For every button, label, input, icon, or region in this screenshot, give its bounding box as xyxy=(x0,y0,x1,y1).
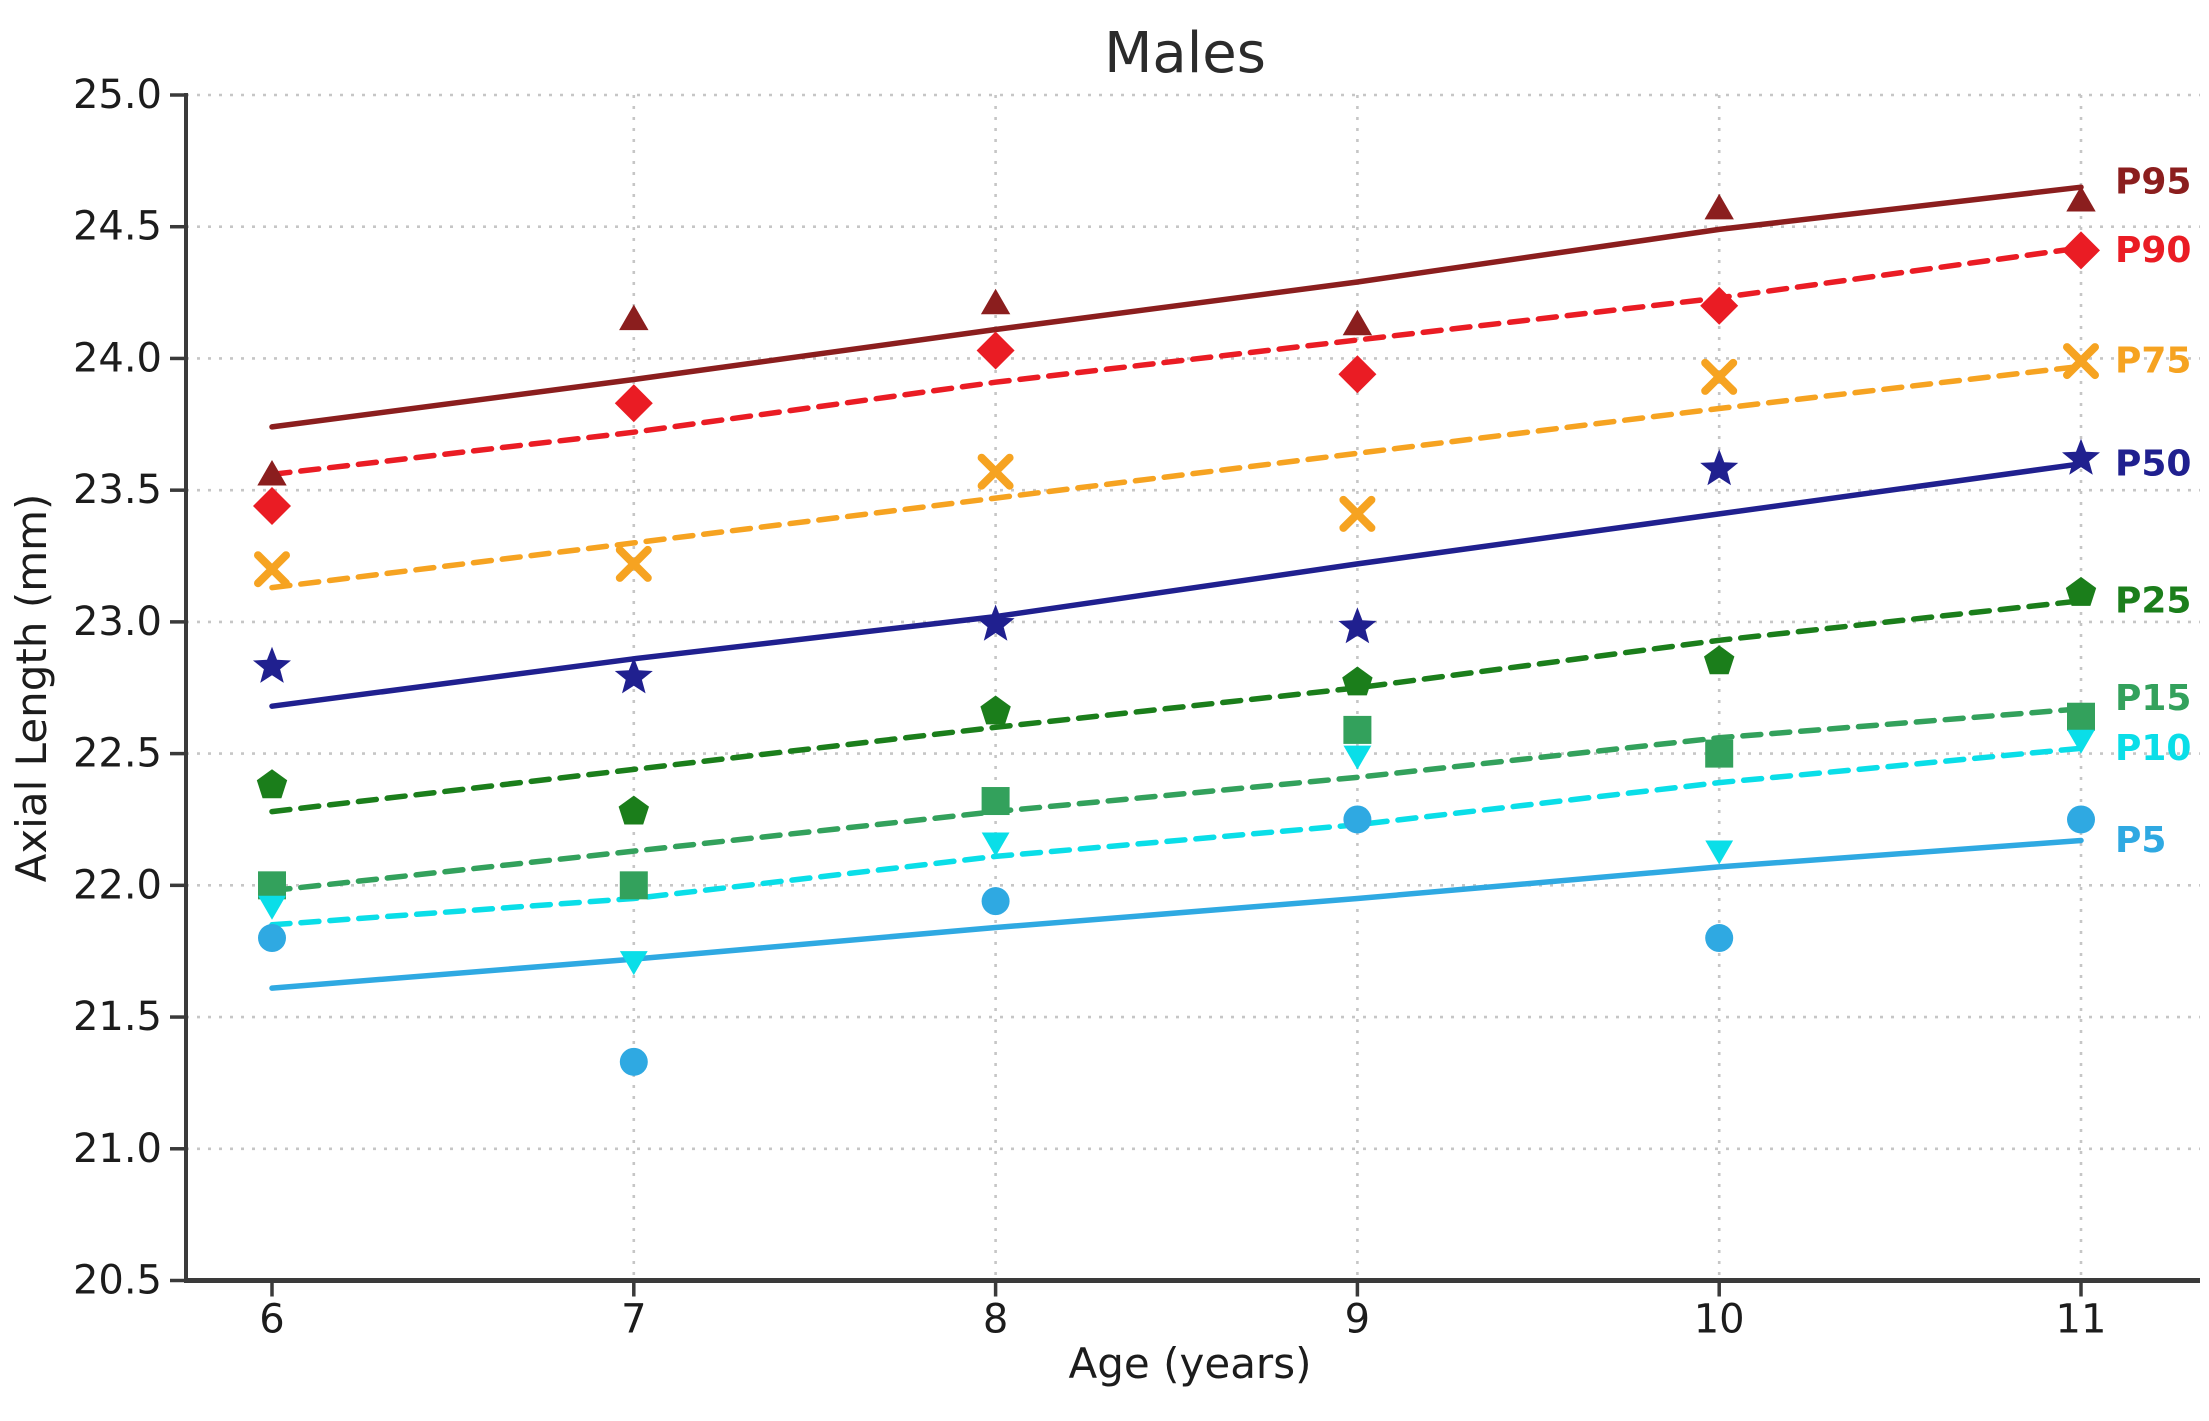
marker-p50 xyxy=(614,657,653,694)
trend-line-p25 xyxy=(269,598,2084,815)
x-axis-label: Age (years) xyxy=(1069,1339,1312,1388)
marker-p90 xyxy=(1700,286,1739,325)
y-tick-label: 22.0 xyxy=(73,862,162,908)
marker-p50 xyxy=(976,604,1015,641)
marker-p15 xyxy=(619,871,648,900)
y-tick-label: 24.0 xyxy=(73,335,162,381)
marker-p25 xyxy=(618,795,649,825)
marker-p75 xyxy=(1701,358,1738,395)
marker-p95 xyxy=(980,288,1011,315)
marker-p10 xyxy=(981,832,1010,857)
chart-title: Males xyxy=(1104,21,1266,86)
marker-p25 xyxy=(1704,645,1735,675)
marker-p90 xyxy=(1338,355,1377,394)
trend-line-p10 xyxy=(269,745,2084,928)
marker-p5 xyxy=(981,887,1010,916)
series-label-p75: P75 xyxy=(2115,341,2191,382)
marker-p15 xyxy=(1705,739,1734,768)
series-label-p90: P90 xyxy=(2115,230,2191,271)
marker-p75 xyxy=(615,545,652,582)
marker-p5 xyxy=(258,924,286,953)
marker-p5 xyxy=(2067,805,2095,834)
marker-p75 xyxy=(254,551,290,588)
marker-p75 xyxy=(977,453,1014,490)
y-axis-label: Axial Length (mm) xyxy=(7,494,56,883)
trend-line-p5 xyxy=(269,837,2084,991)
marker-p10 xyxy=(258,895,286,920)
marker-p75 xyxy=(2063,343,2099,380)
trend-line-p95 xyxy=(269,184,2084,430)
marker-p5 xyxy=(1705,924,1734,953)
y-tick-label: 23.5 xyxy=(73,467,162,513)
x-tick-label: 9 xyxy=(1345,1297,1370,1343)
y-tick-label: 25.0 xyxy=(73,72,162,118)
marker-p95 xyxy=(257,460,287,486)
marker-p75 xyxy=(1339,495,1376,532)
marker-p15 xyxy=(258,871,286,900)
trend-line-p15 xyxy=(269,706,2084,894)
marker-p25 xyxy=(256,769,288,799)
x-tick-label: 7 xyxy=(621,1297,646,1343)
marker-p90 xyxy=(614,384,653,423)
trend-line-p90 xyxy=(269,245,2084,478)
marker-p10 xyxy=(2067,729,2095,754)
x-tick-label: 6 xyxy=(259,1297,284,1343)
marker-p5 xyxy=(1343,805,1372,834)
marker-p10 xyxy=(1705,840,1734,865)
y-tick-label: 20.5 xyxy=(73,1258,162,1304)
y-tick-label: 23.0 xyxy=(73,599,162,645)
trend-line-p50 xyxy=(269,461,2084,709)
marker-p50 xyxy=(1338,607,1377,644)
x-tick-label: 8 xyxy=(983,1297,1008,1343)
marker-p90 xyxy=(2062,231,2100,270)
marker-p95 xyxy=(619,304,649,331)
marker-p50 xyxy=(2062,438,2100,475)
marker-p50 xyxy=(1700,449,1739,486)
y-tick-label: 22.5 xyxy=(73,731,162,777)
marker-p15 xyxy=(2067,702,2095,731)
y-tick-label: 24.5 xyxy=(73,204,162,250)
marker-p90 xyxy=(976,331,1015,370)
marker-p95 xyxy=(1704,193,1734,220)
marker-p95 xyxy=(2066,186,2096,212)
marker-p95 xyxy=(1342,309,1373,336)
marker-p90 xyxy=(253,487,291,525)
marker-p25 xyxy=(1342,666,1373,696)
marker-p5 xyxy=(619,1047,648,1076)
x-tick-label: 11 xyxy=(2056,1297,2107,1343)
y-tick-label: 21.5 xyxy=(73,994,162,1040)
marker-p10 xyxy=(1343,745,1372,770)
marker-p15 xyxy=(1343,715,1372,744)
series-label-p15: P15 xyxy=(2115,678,2191,719)
marker-p15 xyxy=(981,787,1010,816)
marker-p10 xyxy=(619,951,648,976)
marker-p25 xyxy=(2065,576,2097,606)
series-label-p5: P5 xyxy=(2115,820,2166,861)
series-label-p95: P95 xyxy=(2115,161,2191,202)
series-label-p25: P25 xyxy=(2115,580,2191,621)
trend-line-p75 xyxy=(269,363,2084,591)
marker-p25 xyxy=(980,695,1011,725)
series-label-p10: P10 xyxy=(2115,728,2191,769)
x-tick-label: 10 xyxy=(1694,1297,1745,1343)
marker-p50 xyxy=(253,646,291,683)
series-label-p50: P50 xyxy=(2115,443,2191,484)
y-tick-label: 21.0 xyxy=(73,1126,162,1172)
